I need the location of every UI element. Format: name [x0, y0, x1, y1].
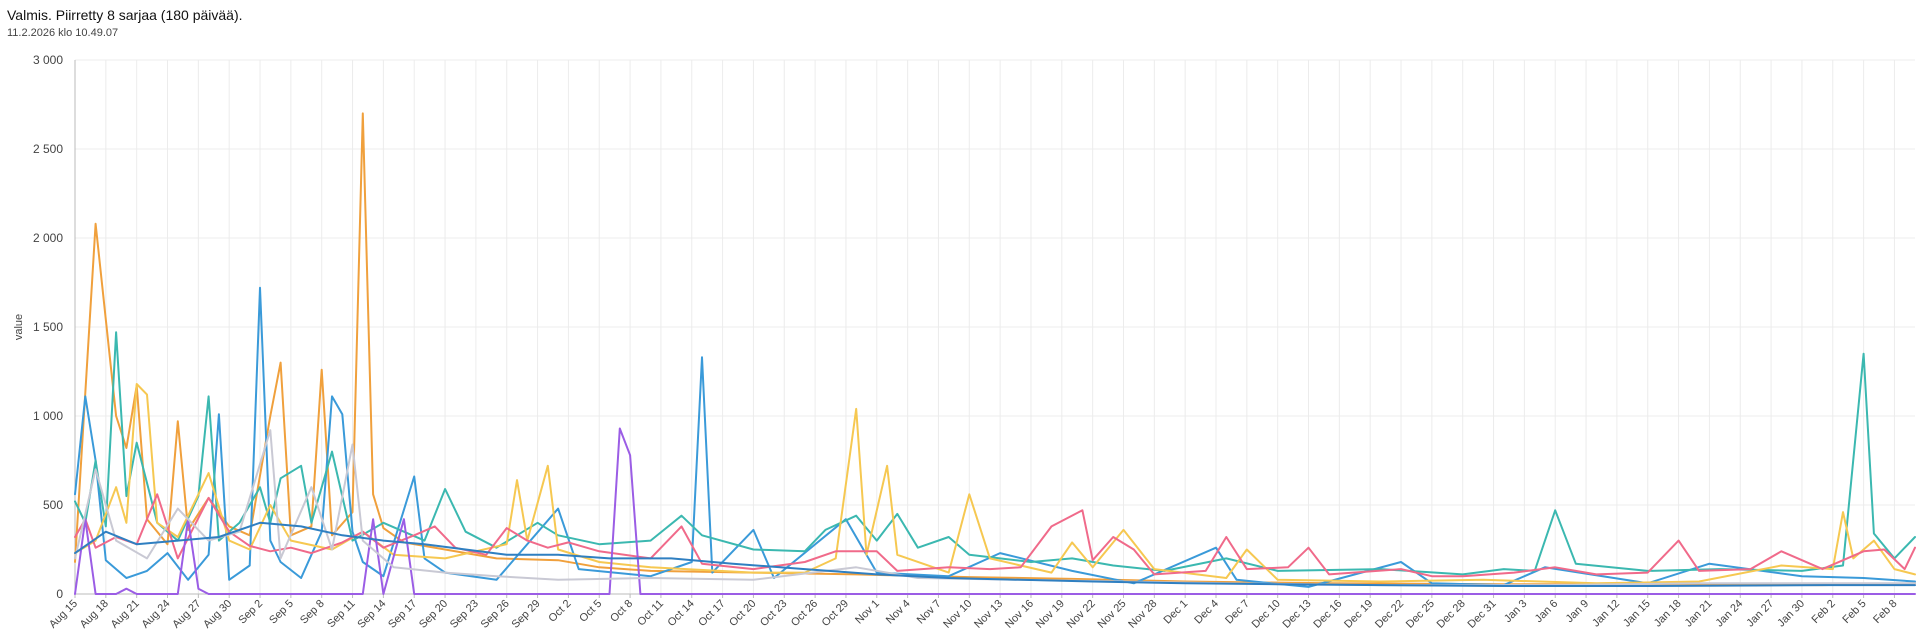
x-tick-label: Dec 19: [1342, 598, 1375, 631]
series-group: [74, 112, 1916, 595]
x-tick-label: Aug 18: [78, 598, 111, 631]
x-tick-label: Feb 2: [1810, 598, 1838, 626]
y-tick-label: 3 000: [33, 53, 63, 67]
x-tick-label: Dec 10: [1250, 598, 1283, 631]
x-tick-label: Dec 1: [1161, 598, 1190, 627]
x-tick-label: Oct 14: [665, 598, 696, 629]
x-tick-label: Aug 30: [201, 598, 234, 631]
x-tick-label: Nov 10: [941, 598, 974, 631]
x-tick-label: Oct 23: [758, 598, 789, 629]
x-tick-label: Nov 22: [1065, 598, 1098, 631]
status-text: Valmis. Piirretty 8 sarjaa (180 päivää).: [7, 7, 243, 23]
x-tick-label: Nov 16: [1003, 598, 1036, 631]
series-line-2: [74, 286, 1916, 588]
y-tick-label: 0: [56, 587, 63, 601]
series-line-3: [74, 331, 1916, 576]
series-line-8: [74, 521, 1916, 587]
y-tick-label: 2 000: [33, 231, 63, 245]
x-tick-label: Oct 8: [608, 598, 635, 625]
x-tick-label: Aug 21: [109, 598, 142, 631]
x-tick-label: Sep 26: [479, 598, 512, 631]
x-tick-label: Sep 5: [267, 598, 296, 627]
x-tick-label: Oct 26: [789, 598, 820, 629]
x-tick-label: Nov 28: [1126, 598, 1159, 631]
x-tick-label: Aug 27: [170, 598, 203, 631]
x-tick-label: Sep 29: [510, 598, 543, 631]
x-tick-label: Jan 3: [1502, 598, 1530, 626]
y-tick-label: 2 500: [33, 142, 63, 156]
x-tick-label: Aug 24: [139, 598, 172, 631]
x-tick-label: Dec 16: [1311, 598, 1344, 631]
x-tick-label: Nov 1: [853, 598, 882, 627]
x-tick-label: Sep 14: [355, 598, 388, 631]
x-tick-label: Sep 17: [386, 598, 419, 631]
x-tick-label: Dec 4: [1192, 598, 1221, 627]
x-tick-label: Jan 27: [1744, 598, 1776, 630]
series-line-6: [74, 427, 1916, 595]
x-tick-label: Dec 31: [1466, 598, 1499, 631]
x-tick-label: Aug 15: [47, 598, 80, 631]
x-tick-label: Oct 5: [577, 598, 604, 625]
timestamp: 11.2.2026 klo 10.49.07: [7, 27, 119, 39]
x-tick-label: Oct 11: [635, 598, 666, 629]
x-tick-label: Jan 12: [1590, 598, 1622, 630]
x-tick-label: Sep 11: [325, 598, 358, 631]
chart-header: Valmis. Piirretty 8 sarjaa (180 päivää).…: [7, 6, 243, 40]
x-tick-label: Dec 28: [1435, 598, 1468, 631]
x-tick-label: Sep 8: [298, 598, 327, 627]
x-tick-label: Dec 7: [1223, 598, 1252, 627]
x-tick-label: Nov 4: [884, 598, 913, 627]
x-tick-label: Feb 8: [1871, 598, 1899, 626]
x-tick-label: Dec 22: [1373, 598, 1406, 631]
x-tick-label: Oct 17: [696, 598, 727, 629]
y-tick-label: 500: [43, 498, 63, 512]
x-tick-label: Dec 13: [1281, 598, 1314, 631]
x-tick-label: Oct 2: [546, 598, 573, 625]
x-tick-label: Jan 9: [1564, 598, 1592, 626]
x-tick-label: Nov 25: [1095, 598, 1128, 631]
x-tick-label: Jan 24: [1714, 598, 1746, 630]
x-tick-label: Oct 29: [820, 598, 851, 629]
x-tick-label: Nov 7: [915, 598, 944, 627]
x-tick-label: Oct 20: [727, 598, 758, 629]
x-tick-label: Feb 5: [1840, 598, 1868, 626]
x-tick-label: Jan 21: [1683, 598, 1715, 630]
x-tick-label: Sep 20: [417, 598, 450, 631]
x-tick-label: Jan 6: [1533, 598, 1561, 626]
x-tick-label: Sep 2: [236, 598, 265, 627]
y-axis: 0 500 1 000 1 500 2 000 2 500 3 000: [33, 53, 76, 601]
x-tick-label: Dec 25: [1404, 598, 1437, 631]
series-line-4: [74, 383, 1916, 585]
x-tick-label: Jan 30: [1775, 598, 1807, 630]
x-tick-label: Nov 19: [1034, 598, 1067, 631]
y-tick-label: 1 000: [33, 409, 63, 423]
x-tick-label: Nov 13: [972, 598, 1005, 631]
y-axis-label: value: [13, 314, 25, 340]
x-tick-label: Jan 15: [1621, 598, 1653, 630]
x-tick-label: Sep 23: [448, 598, 481, 631]
x-tick-label: Jan 18: [1652, 598, 1684, 630]
y-tick-label: 1 500: [33, 320, 63, 334]
